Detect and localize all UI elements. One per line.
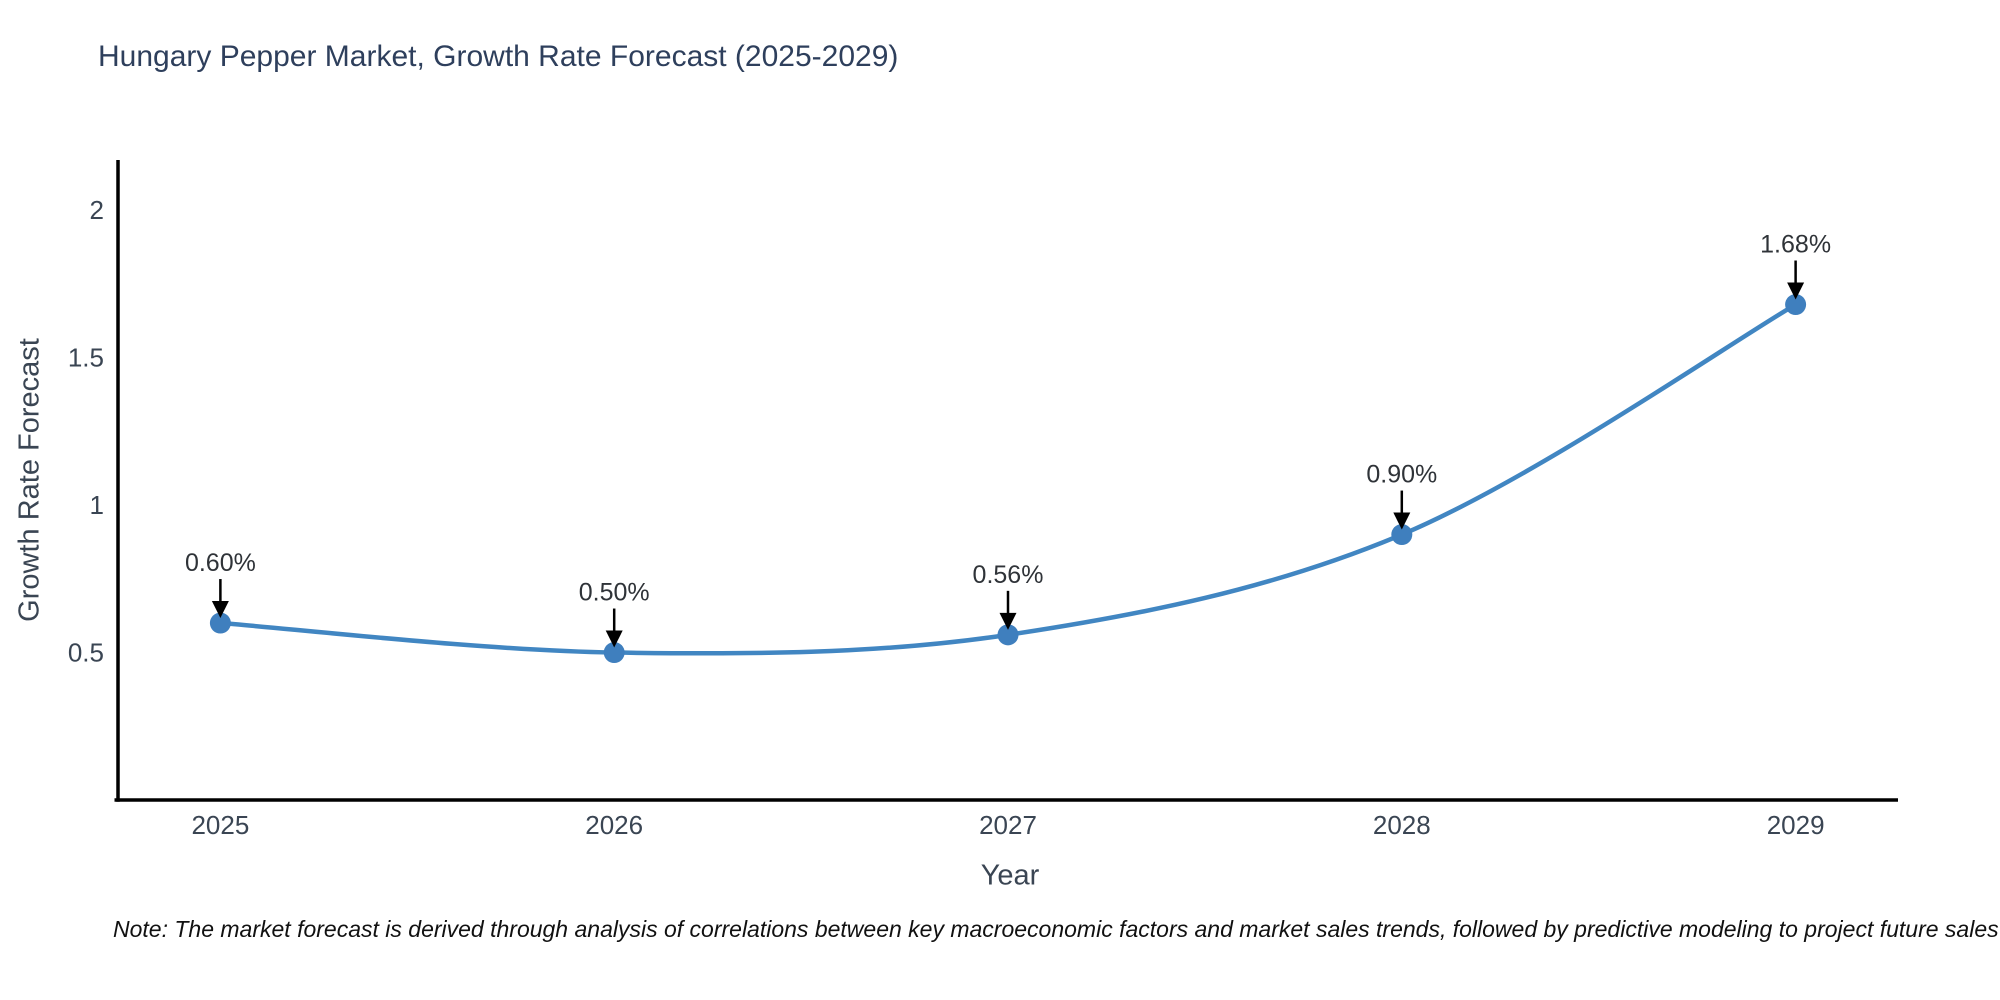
data-point-marker [1391, 524, 1413, 546]
point-annotation-label: 0.90% [1366, 461, 1437, 489]
y-axis-title: Growth Rate Forecast [13, 338, 46, 622]
annotation-arrowhead-icon [1787, 282, 1805, 300]
x-tick-label: 2026 [585, 810, 643, 840]
point-annotation-label: 0.60% [185, 549, 256, 577]
data-point-marker [603, 642, 625, 664]
x-tick-label: 2028 [1373, 810, 1431, 840]
annotation-arrowhead-icon [605, 630, 623, 648]
annotation-arrowhead-icon [999, 612, 1017, 630]
point-annotation-label: 1.68% [1760, 231, 1831, 259]
x-tick-label: 2029 [1767, 810, 1825, 840]
annotation-arrowhead-icon [1393, 512, 1411, 530]
x-tick-label: 2027 [979, 810, 1037, 840]
chart-title: Hungary Pepper Market, Growth Rate Forec… [98, 40, 899, 73]
data-point-marker [209, 612, 231, 634]
x-tick-label: 2025 [191, 810, 249, 840]
y-tick-label: 2 [90, 195, 104, 225]
point-annotation-label: 0.50% [579, 579, 650, 607]
y-tick-label: 1 [90, 490, 104, 520]
x-axis-title: Year [980, 859, 1040, 892]
y-tick-label: 1.5 [68, 343, 104, 373]
data-point-marker [1785, 294, 1807, 316]
footnote: Note: The market forecast is derived thr… [113, 916, 1999, 942]
annotation-arrowhead-icon [211, 601, 229, 619]
y-tick-label: 0.5 [68, 638, 104, 668]
data-point-marker [997, 624, 1019, 646]
point-annotation-label: 0.56% [973, 561, 1044, 589]
